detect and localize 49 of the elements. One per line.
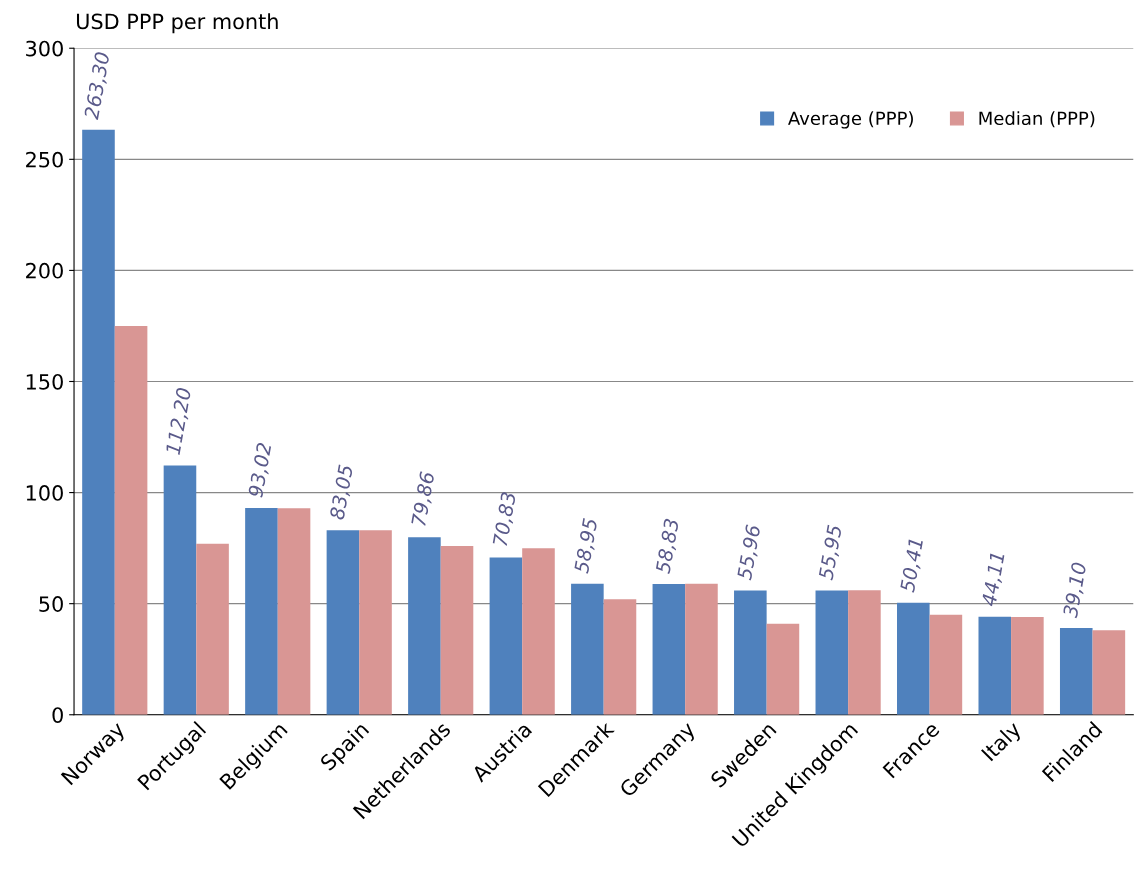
y-tick-label: 100 [26, 485, 63, 501]
data-label: 55,96 [736, 524, 763, 581]
bar [82, 129, 115, 715]
bar [163, 465, 197, 715]
legend-label: Average (PPP) [788, 111, 913, 129]
data-label: 58,83 [655, 518, 681, 575]
bar [326, 530, 360, 715]
bar [245, 508, 278, 715]
data-label: 44,11 [981, 552, 1007, 608]
bar [685, 583, 718, 715]
y-tick-label: 250 [26, 151, 63, 168]
bar [848, 590, 881, 715]
y-axis-title: USD PPP per month [76, 13, 278, 34]
data-label: 70,83 [492, 491, 519, 547]
bar [978, 616, 1012, 715]
data-label: 263,30 [83, 51, 112, 121]
bar [603, 599, 637, 715]
bar [277, 508, 311, 715]
bar [1011, 617, 1044, 715]
y-tick-label: 0 [52, 707, 63, 723]
bar [196, 543, 229, 715]
bar [522, 548, 555, 715]
data-label: 112,20 [165, 387, 194, 456]
data-label: 39,10 [1062, 561, 1089, 619]
data-label: 55,95 [818, 524, 844, 581]
bar [897, 602, 930, 715]
y-tick-label: 150 [26, 373, 63, 390]
data-label: 50,41 [899, 538, 926, 594]
bar [571, 583, 604, 715]
bar [815, 590, 849, 715]
bar [766, 623, 800, 715]
bar [408, 537, 441, 715]
y-tick-label: 50 [39, 596, 63, 612]
data-label: 58,95 [573, 517, 600, 575]
bar [1059, 627, 1093, 715]
data-label: 83,05 [329, 464, 356, 521]
bar [489, 557, 523, 715]
data-label: 93,02 [247, 442, 274, 499]
bar [652, 584, 686, 715]
legend-label: Median (PPP) [979, 111, 1095, 128]
y-tick-label: 200 [26, 262, 63, 279]
bar [114, 325, 148, 715]
y-tick-label: 300 [26, 40, 63, 57]
bar [734, 590, 767, 715]
bar [359, 530, 392, 715]
bar [440, 545, 474, 715]
data-label: 79,86 [410, 471, 437, 527]
bar [929, 614, 963, 715]
bar [1092, 630, 1126, 715]
